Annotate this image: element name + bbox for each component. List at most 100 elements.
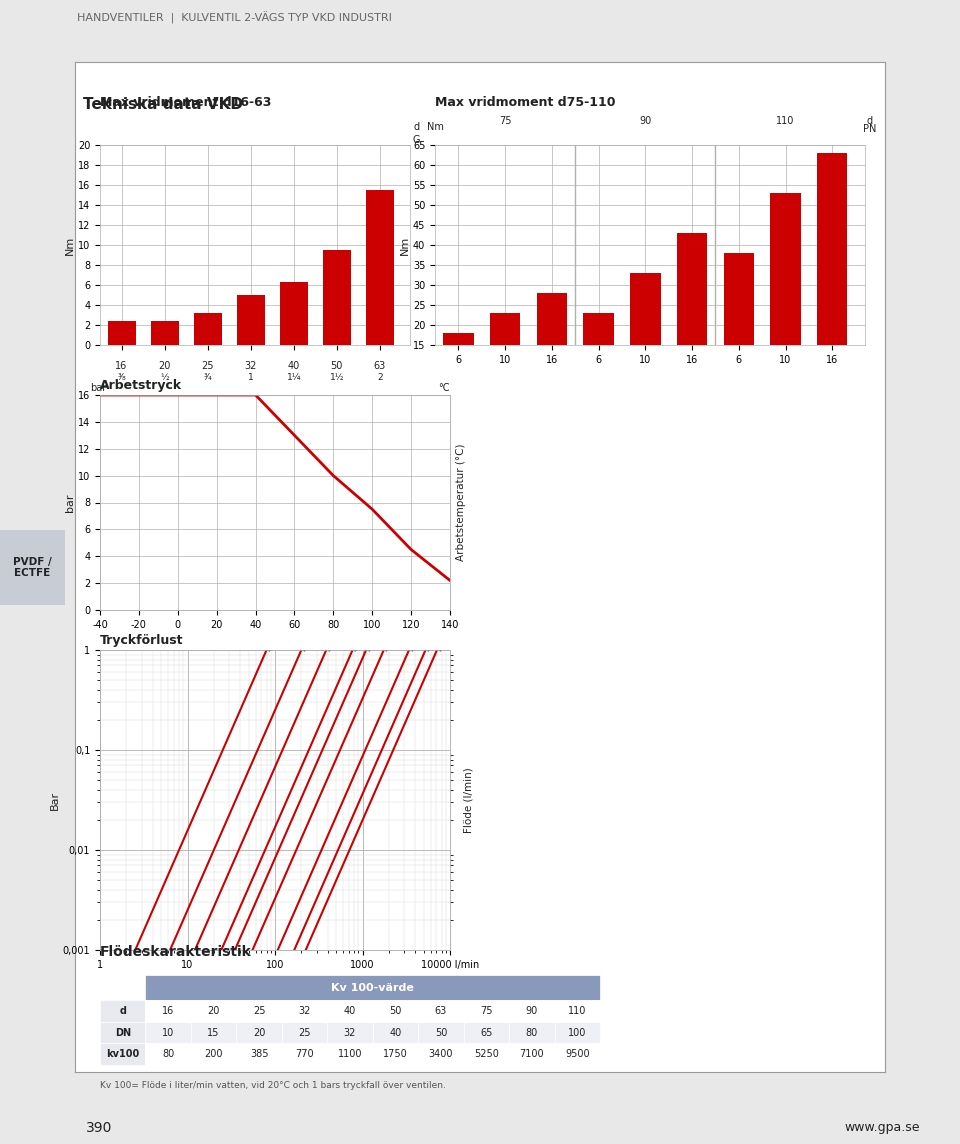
- Bar: [509, 1000, 555, 1022]
- Text: 1¼: 1¼: [286, 373, 301, 382]
- Text: DN 100: DN 100: [435, 626, 460, 653]
- Text: DN 20: DN 20: [300, 629, 321, 653]
- Bar: [146, 1043, 191, 1065]
- Text: Tekniska data VKD: Tekniska data VKD: [84, 97, 243, 112]
- Bar: [282, 1043, 327, 1065]
- Text: 1: 1: [248, 373, 253, 382]
- Bar: [419, 1022, 464, 1043]
- Text: DN 40: DN 40: [364, 629, 386, 653]
- Text: HANDVENTILER  |  KULVENTIL 2-VÄGS TYP VKD INDUSTRI: HANDVENTILER | KULVENTIL 2-VÄGS TYP VKD …: [77, 11, 392, 24]
- Bar: [282, 1022, 327, 1043]
- Bar: [419, 1043, 464, 1065]
- Bar: [279, 283, 308, 345]
- Text: 16: 16: [115, 362, 128, 371]
- Bar: [151, 321, 179, 345]
- Text: 20: 20: [252, 1027, 265, 1038]
- Text: 32: 32: [299, 1006, 311, 1016]
- Text: 40: 40: [390, 1027, 401, 1038]
- Text: 50: 50: [330, 362, 343, 371]
- Text: 80: 80: [162, 1049, 175, 1059]
- Bar: [100, 1000, 146, 1022]
- Text: 20: 20: [158, 362, 171, 371]
- Text: 9500: 9500: [565, 1049, 589, 1059]
- Bar: [236, 1043, 282, 1065]
- Bar: [146, 1000, 191, 1022]
- Text: 40: 40: [344, 1006, 356, 1016]
- Text: 390: 390: [86, 1121, 112, 1135]
- Bar: [237, 295, 265, 345]
- Text: 7100: 7100: [519, 1049, 544, 1059]
- Y-axis label: Flöde (l/min): Flöde (l/min): [463, 768, 473, 833]
- Text: 40: 40: [288, 362, 300, 371]
- Bar: [146, 975, 600, 1000]
- Text: Max vridmoment d16-63: Max vridmoment d16-63: [100, 96, 272, 109]
- Bar: [444, 333, 473, 405]
- Text: 200: 200: [204, 1049, 223, 1059]
- Text: 5250: 5250: [474, 1049, 499, 1059]
- Bar: [372, 1022, 419, 1043]
- Bar: [191, 1000, 236, 1022]
- Bar: [555, 1043, 600, 1065]
- Bar: [146, 1022, 191, 1043]
- Text: 80: 80: [526, 1027, 538, 1038]
- Text: 3400: 3400: [429, 1049, 453, 1059]
- Text: 10: 10: [162, 1027, 175, 1038]
- Y-axis label: Arbetstemperatur (°C): Arbetstemperatur (°C): [456, 444, 466, 562]
- Text: DN 80: DN 80: [423, 629, 445, 653]
- Text: 50: 50: [389, 1006, 401, 1016]
- Bar: [372, 1000, 419, 1022]
- Text: www.gpa.se: www.gpa.se: [845, 1121, 921, 1135]
- Bar: [555, 1022, 600, 1043]
- Bar: [584, 313, 613, 405]
- Text: 100: 100: [568, 1027, 587, 1038]
- Text: kv100: kv100: [107, 1049, 139, 1059]
- Y-axis label: Nm: Nm: [65, 236, 75, 255]
- Bar: [464, 1022, 509, 1043]
- Bar: [236, 1000, 282, 1022]
- Bar: [191, 1043, 236, 1065]
- Text: PN: PN: [863, 124, 876, 134]
- Text: DN 15: DN 15: [265, 629, 286, 653]
- Text: 15: 15: [207, 1027, 220, 1038]
- Text: 1100: 1100: [338, 1049, 362, 1059]
- Bar: [194, 313, 222, 345]
- Text: 110: 110: [568, 1006, 587, 1016]
- Text: °C: °C: [439, 383, 450, 394]
- Text: 385: 385: [250, 1049, 269, 1059]
- Text: DN 50: DN 50: [382, 629, 403, 653]
- Text: 20: 20: [207, 1006, 220, 1016]
- Bar: [327, 1043, 372, 1065]
- Text: 75: 75: [480, 1006, 492, 1016]
- Text: Kv 100= Flöde i liter/min vatten, vid 20°C och 1 bars tryckfall över ventilen.: Kv 100= Flöde i liter/min vatten, vid 20…: [100, 1081, 445, 1090]
- Y-axis label: bar: bar: [65, 493, 75, 511]
- Text: 63: 63: [435, 1006, 447, 1016]
- Text: 1750: 1750: [383, 1049, 408, 1059]
- Bar: [236, 1022, 282, 1043]
- Bar: [724, 253, 754, 405]
- Text: Tryckförlust: Tryckförlust: [100, 635, 183, 648]
- Text: ³⁄₄: ³⁄₄: [204, 373, 212, 382]
- Text: DN 25: DN 25: [324, 629, 346, 653]
- Text: 90: 90: [526, 1006, 538, 1016]
- Text: 25: 25: [252, 1006, 265, 1016]
- Text: 32: 32: [245, 362, 257, 371]
- Bar: [419, 1000, 464, 1022]
- Text: Arbetstryck: Arbetstryck: [100, 380, 182, 392]
- Bar: [509, 1043, 555, 1065]
- Y-axis label: Bar: Bar: [50, 791, 60, 810]
- Bar: [327, 1000, 372, 1022]
- Bar: [100, 1022, 146, 1043]
- Bar: [327, 1022, 372, 1043]
- Text: 75: 75: [499, 116, 512, 126]
- Bar: [817, 153, 848, 405]
- Bar: [282, 1000, 327, 1022]
- Text: 25: 25: [299, 1027, 311, 1038]
- Bar: [630, 273, 660, 405]
- Bar: [108, 321, 135, 345]
- Text: Nm: Nm: [426, 122, 444, 132]
- Text: bar: bar: [90, 383, 107, 394]
- Text: 32: 32: [344, 1027, 356, 1038]
- Bar: [366, 190, 394, 345]
- Text: Max vridmoment d75-110: Max vridmoment d75-110: [435, 96, 615, 109]
- Text: 770: 770: [296, 1049, 314, 1059]
